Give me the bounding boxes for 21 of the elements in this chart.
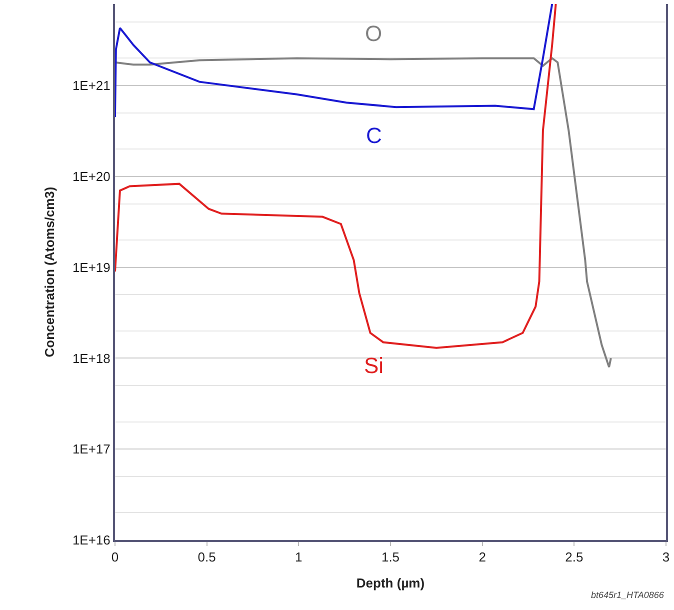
x-tick-label: 2.5 bbox=[565, 550, 584, 565]
x-axis-title: Depth (µm) bbox=[356, 576, 425, 591]
line-series bbox=[115, 4, 554, 118]
x-tick-label: 1 bbox=[295, 550, 302, 565]
x-tick-label: 3 bbox=[662, 550, 670, 565]
line-series bbox=[115, 4, 557, 349]
y-tick-label: 1E+20 bbox=[72, 169, 110, 184]
text: bt645r1_HTA0866 bbox=[591, 590, 664, 600]
x-tick-label: 1.5 bbox=[381, 550, 400, 565]
x-tick-label: 0 bbox=[111, 550, 119, 565]
y-tick-label: 1E+21 bbox=[72, 78, 110, 94]
series-label: C bbox=[366, 123, 382, 148]
x-tick-label: 2 bbox=[478, 550, 486, 565]
y-tick-label: 1E+19 bbox=[72, 260, 110, 275]
y-tick-label: 1E+16 bbox=[72, 532, 110, 548]
y-tick-label: 1E+17 bbox=[72, 442, 110, 457]
series-label: Si bbox=[364, 353, 384, 378]
y-axis-title: Concentration (Atoms/cm3) bbox=[42, 186, 57, 358]
y-tick-label: 1E+18 bbox=[72, 350, 110, 366]
x-tick-label: 0.5 bbox=[198, 550, 216, 565]
series-label: O bbox=[365, 21, 382, 46]
